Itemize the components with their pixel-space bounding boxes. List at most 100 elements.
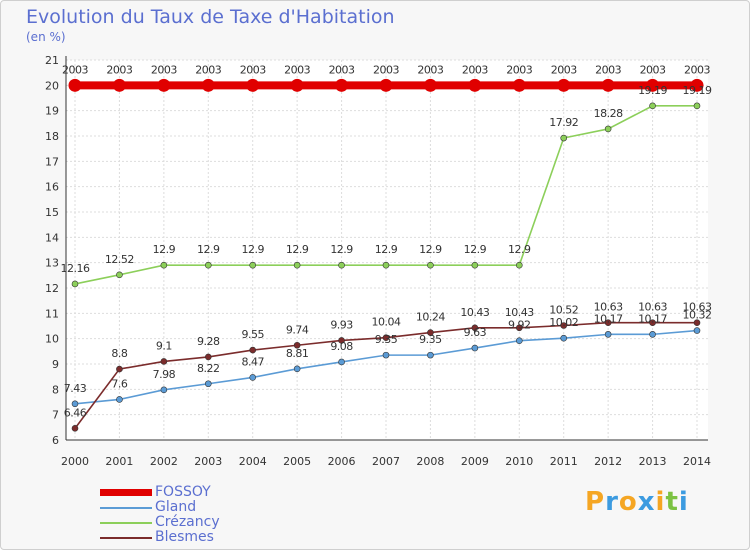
data-point-crezancy	[515, 261, 523, 269]
data-point-gland	[293, 365, 301, 373]
x-tick-label: 2003	[194, 455, 222, 468]
data-label-gland: 9.08	[330, 340, 353, 353]
data-label-gland: 7.6	[111, 377, 127, 390]
x-tick-label: 2011	[550, 455, 578, 468]
x-tick-label: 2002	[150, 455, 178, 468]
data-label-blesmes: 9.74	[286, 323, 309, 336]
logo-letter: o	[618, 487, 638, 517]
data-point-gland	[204, 380, 212, 388]
data-label-crezancy: 19.19	[638, 84, 667, 97]
data-label-fossoy: 2003	[462, 63, 488, 76]
data-point-blesmes	[382, 334, 390, 341]
y-tick-label: 12	[45, 282, 59, 295]
data-point-fossoy	[379, 78, 393, 92]
y-tick-label: 13	[45, 257, 59, 270]
x-tick-label: 2014	[683, 455, 711, 468]
x-tick-label: 2005	[283, 455, 311, 468]
data-label-crezancy: 12.9	[286, 243, 309, 256]
data-point-blesmes	[693, 319, 701, 327]
y-tick-label: 20	[45, 79, 59, 92]
data-label-crezancy: 12.9	[241, 243, 264, 256]
plot-area	[66, 60, 708, 440]
data-point-blesmes	[160, 358, 168, 365]
data-label-gland: 9.35	[375, 333, 398, 346]
y-tick-label: 14	[45, 231, 59, 244]
data-point-crezancy	[604, 125, 612, 133]
legend-swatch-gland	[100, 507, 152, 509]
chart-subtitle: (en %)	[26, 30, 66, 44]
legend-swatch-fossoy	[100, 489, 152, 496]
data-point-fossoy	[557, 78, 571, 92]
data-point-crezancy	[338, 261, 345, 269]
data-point-blesmes	[515, 324, 523, 332]
data-label-fossoy: 2003	[640, 63, 666, 76]
logo-letter: r	[605, 487, 619, 517]
data-label-crezancy: 12.9	[419, 243, 442, 256]
data-point-blesmes	[560, 322, 568, 329]
data-point-fossoy	[601, 78, 615, 92]
logo-letter: i	[678, 487, 689, 517]
proxiti-logo: Proxiti	[585, 487, 689, 517]
data-point-gland	[160, 386, 168, 394]
data-point-blesmes	[471, 324, 479, 332]
y-tick-label: 19	[45, 105, 59, 118]
data-point-fossoy	[112, 78, 126, 92]
y-tick-label: 9	[52, 358, 59, 371]
y-tick-label: 6	[52, 434, 59, 447]
data-point-gland	[249, 374, 257, 381]
data-label-crezancy: 12.9	[197, 243, 220, 256]
data-point-blesmes	[249, 346, 257, 354]
data-point-fossoy	[68, 78, 82, 92]
data-label-fossoy: 2003	[240, 63, 266, 76]
data-label-crezancy: 12.52	[105, 253, 134, 266]
data-point-crezancy	[71, 280, 79, 288]
data-point-fossoy	[423, 78, 437, 92]
data-point-fossoy	[290, 78, 304, 92]
data-point-blesmes	[338, 337, 345, 344]
y-tick-label: 11	[45, 307, 59, 320]
data-label-fossoy: 2003	[62, 63, 88, 76]
data-point-gland	[71, 400, 79, 408]
data-point-blesmes	[204, 353, 212, 361]
data-label-crezancy: 17.92	[549, 116, 578, 129]
data-label-blesmes: 8.8	[111, 347, 127, 360]
data-point-crezancy	[116, 271, 123, 279]
logo-letter: i	[655, 487, 666, 517]
data-point-crezancy	[471, 261, 479, 269]
x-tick-label: 2004	[239, 455, 267, 468]
legend-label-crezancy: Crézancy	[155, 514, 220, 530]
data-label-fossoy: 2003	[106, 63, 132, 76]
x-tick-label: 2006	[328, 455, 356, 468]
data-label-crezancy: 12.16	[61, 262, 90, 275]
logo-letter: t	[665, 487, 679, 517]
data-point-crezancy	[249, 261, 257, 269]
y-tick-label: 16	[45, 181, 59, 194]
data-label-fossoy: 2003	[151, 63, 177, 76]
data-point-blesmes	[71, 425, 79, 432]
data-point-gland	[515, 337, 523, 344]
data-point-fossoy	[246, 78, 260, 92]
data-label-blesmes: 9.55	[241, 328, 264, 341]
data-point-fossoy	[690, 78, 704, 92]
data-point-fossoy	[201, 78, 215, 92]
legend-swatch-crezancy	[100, 522, 152, 524]
y-tick-label: 10	[45, 333, 59, 346]
data-label-gland: 9.92	[508, 319, 531, 332]
data-label-crezancy: 12.9	[153, 243, 176, 256]
data-label-crezancy: 12.9	[330, 243, 353, 256]
data-label-blesmes: 10.43	[460, 306, 489, 319]
data-label-gland: 9.63	[464, 326, 487, 339]
data-point-crezancy	[649, 102, 656, 110]
data-point-gland	[693, 327, 701, 334]
data-point-fossoy	[335, 78, 349, 92]
data-label-gland: 8.81	[286, 347, 309, 360]
logo-letter: x	[637, 487, 656, 517]
x-tick-label: 2012	[594, 455, 622, 468]
data-point-crezancy	[293, 261, 301, 269]
data-label-blesmes: 10.63	[638, 301, 667, 314]
data-point-fossoy	[157, 78, 171, 92]
data-point-blesmes	[427, 329, 434, 336]
data-label-blesmes: 9.28	[197, 335, 220, 348]
data-point-blesmes	[293, 341, 301, 349]
